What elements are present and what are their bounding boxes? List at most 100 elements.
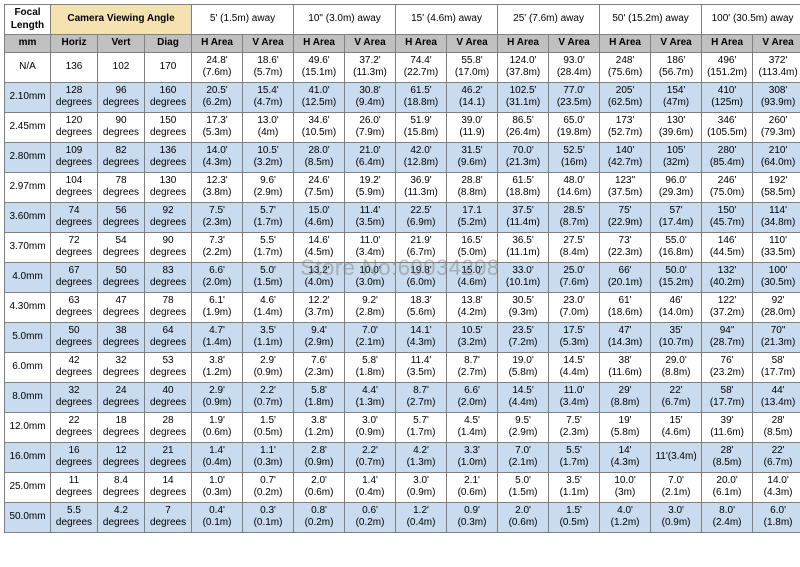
hdr-sub-1: Horiz xyxy=(51,35,98,53)
cell-focal: 4.30mm xyxy=(5,292,51,322)
cell-area: 70.0'(21.3m) xyxy=(498,142,549,172)
cell-area: 9.5'(2.9m) xyxy=(498,412,549,442)
cell-area: 2.2'(0.7m) xyxy=(345,442,396,472)
cell-area: 29.0'(8.8m) xyxy=(651,352,702,382)
cell-area: 7.6'(2.3m) xyxy=(294,352,345,382)
cell-area: 28.0'(8.5m) xyxy=(294,142,345,172)
cell-area: 14.0'(4.3m) xyxy=(192,142,243,172)
cell-area: 100'(30.5m) xyxy=(753,262,800,292)
cell-area: 9.6'(2.9m) xyxy=(243,172,294,202)
cell-angle: 83degrees xyxy=(145,262,192,292)
table-row: 16.0mm16degrees12degrees21degrees1.4'(0.… xyxy=(5,442,800,472)
cell-angle: 78degrees xyxy=(98,172,145,202)
cell-area: 130'(39.6m) xyxy=(651,112,702,142)
hdr-dist-15: 15' (4.6m) away xyxy=(396,5,498,35)
cell-area: 66'(20.1m) xyxy=(600,262,651,292)
cell-area: 93.0'(28.4m) xyxy=(549,52,600,82)
table-row: 2.80mm109degrees82degrees136degrees14.0'… xyxy=(5,142,800,172)
cell-area: 4.5'(1.4m) xyxy=(447,412,498,442)
cell-area: 2.8'(0.9m) xyxy=(294,442,345,472)
cell-area: 2.1'(0.6m) xyxy=(447,472,498,502)
cell-area: 19'(5.8m) xyxy=(600,412,651,442)
cell-area: 11.0'(3.4m) xyxy=(549,382,600,412)
cell-area: 346'(105.5m) xyxy=(702,112,753,142)
cell-area: 122'(37.2m) xyxy=(702,292,753,322)
cell-area: 5.0'(1.5m) xyxy=(498,472,549,502)
cell-focal: 3.60mm xyxy=(5,202,51,232)
cell-area: 18.3'(5.6m) xyxy=(396,292,447,322)
cell-angle: 11degrees xyxy=(51,472,98,502)
cell-area: 75'(22.9m) xyxy=(600,202,651,232)
cell-area: 3.8'(1.2m) xyxy=(294,412,345,442)
cell-area: 173'(52.7m) xyxy=(600,112,651,142)
cell-area: 280'(85.4m) xyxy=(702,142,753,172)
cell-area: 0.7'(0.2m) xyxy=(243,472,294,502)
cell-area: 28'(8.5m) xyxy=(753,412,800,442)
cell-area: 6.6'(2.0m) xyxy=(192,262,243,292)
cell-area: 46'(14.0m) xyxy=(651,292,702,322)
cell-angle: 109degrees xyxy=(51,142,98,172)
cell-angle: 5.5degrees xyxy=(51,502,98,532)
cell-area: 15.0'(4.6m) xyxy=(294,202,345,232)
cell-area: 12.3'(3.8m) xyxy=(192,172,243,202)
cell-area: 27.5'(8.4m) xyxy=(549,232,600,262)
cell-area: 410'(125m) xyxy=(702,82,753,112)
cell-area: 7.0'(2.1m) xyxy=(651,472,702,502)
cell-area: 73'(22.3m) xyxy=(600,232,651,262)
cell-area: 96.0'(29.3m) xyxy=(651,172,702,202)
table-row: 2.45mm120degrees90degrees150degrees17.3'… xyxy=(5,112,800,142)
hdr-sub-9: V Area xyxy=(447,35,498,53)
cell-area: 5.5'(1.7m) xyxy=(243,232,294,262)
cell-angle: 38degrees xyxy=(98,322,145,352)
cell-focal: 16.0mm xyxy=(5,442,51,472)
cell-area: 2.0'(0.6m) xyxy=(498,502,549,532)
cell-area: 308'(93.9m) xyxy=(753,82,800,112)
cell-area: 205'(62.5m) xyxy=(600,82,651,112)
cell-area: 34.6'(10.5m) xyxy=(294,112,345,142)
hdr-dist-10: 10" (3.0m) away xyxy=(294,5,396,35)
cell-area: 2.9'(0.9m) xyxy=(192,382,243,412)
cell-area: 10.0'(3m) xyxy=(600,472,651,502)
cell-area: 47'(14.3m) xyxy=(600,322,651,352)
cell-area: 3.5'(1.1m) xyxy=(243,322,294,352)
cell-area: 11'(3.4m) xyxy=(651,442,702,472)
cell-angle: 74degrees xyxy=(51,202,98,232)
cell-area: 61.5'(18.8m) xyxy=(396,82,447,112)
cell-area: 19.2'(5.9m) xyxy=(345,172,396,202)
cell-area: 6.1'(1.9m) xyxy=(192,292,243,322)
cell-area: 3.0'(0.9m) xyxy=(396,472,447,502)
cell-area: 11.0'(3.4m) xyxy=(345,232,396,262)
cell-area: 16.5'(5.0m) xyxy=(447,232,498,262)
cell-area: 14.5'(4.4m) xyxy=(498,382,549,412)
cell-area: 55.8'(17.0m) xyxy=(447,52,498,82)
cell-angle: 90degrees xyxy=(98,112,145,142)
cell-focal: 3.70mm xyxy=(5,232,51,262)
cell-area: 17.3'(5.3m) xyxy=(192,112,243,142)
cell-angle: 14degrees xyxy=(145,472,192,502)
table-row: 50.0mm5.5degrees4.2degrees7degrees0.4'(0… xyxy=(5,502,800,532)
cell-angle: 63degrees xyxy=(51,292,98,322)
cell-area: 7.0'(2.1m) xyxy=(345,322,396,352)
table-row: 6.0mm42degrees32degrees53degrees3.8'(1.2… xyxy=(5,352,800,382)
cell-angle: 120degrees xyxy=(51,112,98,142)
cell-area: 10.5'(3.2m) xyxy=(447,322,498,352)
cell-area: 57'(17.4m) xyxy=(651,202,702,232)
cell-area: 13.0'(4m) xyxy=(243,112,294,142)
cell-area: 5.7'(1.7m) xyxy=(243,202,294,232)
cell-area: 110'(33.5m) xyxy=(753,232,800,262)
cell-area: 76'(23.2m) xyxy=(702,352,753,382)
cell-area: 12.2'(3.7m) xyxy=(294,292,345,322)
cell-area: 17.1(5.2m) xyxy=(447,202,498,232)
cell-area: 30.5'(9.3m) xyxy=(498,292,549,322)
cell-area: 105'(32m) xyxy=(651,142,702,172)
hdr-sub-0: mm xyxy=(5,35,51,53)
cell-area: 7.5'(2.3m) xyxy=(192,202,243,232)
cell-area: 3.0'(0.9m) xyxy=(345,412,396,442)
cell-angle: 136 xyxy=(51,52,98,82)
hdr-sub-3: Diag xyxy=(145,35,192,53)
cell-area: 29'(8.8m) xyxy=(600,382,651,412)
cell-area: 55.0'(16.8m) xyxy=(651,232,702,262)
cell-area: 0.8'(0.2m) xyxy=(294,502,345,532)
cell-area: 58'(17.7m) xyxy=(702,382,753,412)
cell-area: 20.0'(6.1m) xyxy=(702,472,753,502)
